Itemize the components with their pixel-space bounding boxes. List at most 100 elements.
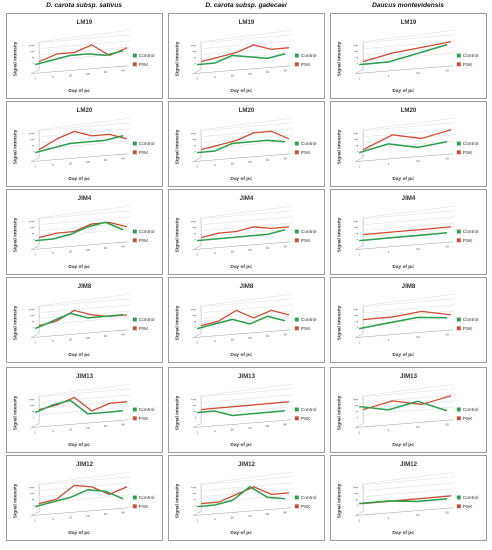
y-tick-label: ****: [29, 308, 35, 312]
grid-line: [203, 34, 293, 43]
x-tick-label: 1: [358, 76, 360, 80]
chart-panel-lm19: LM19 **** *** ** * Signal intensity 1 4 10 20 30 40…: [6, 13, 163, 99]
chart-panel-jim12: JIM12 **** *** ** * Signal intensity 1 4 10 20 30 4…: [168, 455, 325, 541]
legend-label-control: Control: [463, 53, 479, 59]
legend-swatch-psk: [132, 238, 137, 243]
grid-line: [365, 216, 455, 225]
y-axis-label: Signal intensity: [337, 305, 342, 340]
chart-grid: [41, 122, 131, 149]
chart-svg: JIM13**********Signal intensity141020Day…: [337, 373, 479, 448]
grid-line: [365, 140, 455, 149]
top-back-line: [201, 471, 293, 484]
grid-line: [365, 388, 455, 397]
x-tick-label: 4: [214, 251, 216, 255]
grid-line: [41, 298, 131, 307]
y-tick-label: *: [195, 327, 197, 331]
x-tick-label: 10: [231, 249, 235, 253]
legend-label-control: Control: [139, 141, 155, 147]
legend-swatch-psk: [132, 416, 137, 421]
y-tick-label: *: [195, 239, 197, 243]
x-tick-label: 30: [266, 334, 270, 338]
y-axis-label: Signal intensity: [337, 483, 342, 518]
chart-grid: [41, 388, 131, 415]
x-axis-label: Day of pc: [68, 88, 90, 94]
legend-swatch-control: [456, 495, 461, 500]
y-tick-label: ****: [29, 132, 35, 136]
depth-axis-line: [31, 423, 40, 428]
legend-label-psk: PSK: [139, 62, 150, 68]
top-back-line: [363, 117, 455, 130]
series-line-control: [197, 228, 286, 242]
depth-axis-line: [31, 511, 40, 516]
x-tick-label: 1: [34, 340, 36, 344]
series-line-control: [197, 485, 286, 508]
series-line-psk: [362, 41, 452, 63]
x-tick-label: 20: [86, 72, 90, 76]
x-tick-label: 40: [283, 511, 287, 515]
series-line-psk: [200, 130, 290, 151]
chart-svg: JIM4**********Signal intensity141020Day …: [337, 195, 479, 270]
grid-line: [41, 388, 131, 397]
legend-label-control: Control: [301, 53, 317, 59]
top-back-line: [201, 205, 293, 218]
x-axis-line: [31, 419, 129, 428]
column-header-sativus: D. carota subsp. sativus: [46, 2, 122, 9]
legend-swatch-control: [132, 229, 137, 234]
x-tick-label: 4: [214, 75, 216, 79]
y-tick-label: ****: [29, 44, 35, 48]
x-tick-label: 20: [445, 423, 449, 427]
x-tick-label: 40: [283, 157, 287, 161]
chart-title: JIM13: [76, 373, 94, 380]
y-axis-label: Signal intensity: [13, 129, 18, 164]
chart-legend: Control PSK: [456, 53, 479, 68]
grid-line: [365, 304, 455, 313]
x-tick-label: 40: [121, 245, 125, 249]
chart-panel-jim4: JIM4 **** *** ** * Signal intensity 1 4 10 20 Day …: [330, 189, 487, 275]
x-axis-line: [31, 507, 129, 516]
x-axis-label: Day of pc: [68, 264, 90, 270]
legend-swatch-control: [294, 141, 299, 146]
x-tick-label: 30: [266, 70, 270, 74]
chart-legend: Control PSK: [132, 495, 154, 510]
x-tick-label: 1: [358, 252, 360, 256]
x-tick-label: 10: [231, 515, 235, 519]
y-tick-label: *: [357, 239, 359, 243]
chart-title: LM19: [77, 19, 93, 26]
grid-line: [41, 128, 131, 137]
y-tick-label: ***: [354, 492, 359, 496]
x-axis-label: Day of pc: [392, 352, 414, 358]
x-axis-line: [355, 241, 453, 250]
grid-line: [203, 210, 293, 219]
legend-label-control: Control: [139, 229, 155, 235]
legend-swatch-psk: [294, 150, 299, 155]
x-axis-label: Day of pc: [68, 530, 90, 536]
x-tick-label: 40: [283, 69, 287, 73]
y-tick-label: ***: [192, 226, 197, 230]
series-line-control: [358, 140, 448, 154]
top-back-line: [39, 205, 131, 218]
legend-label-control: Control: [301, 141, 317, 147]
x-tick-label: 1: [196, 76, 198, 80]
grid-line: [365, 210, 455, 219]
legend-label-psk: PSK: [463, 326, 474, 332]
x-tick-label: 1: [34, 252, 36, 256]
y-tick-label: **: [32, 233, 35, 237]
x-tick-label: 30: [266, 158, 270, 162]
top-back-line: [363, 293, 455, 306]
grid-line: [41, 476, 131, 485]
x-axis-line: [355, 419, 453, 428]
chart-grid: [41, 210, 131, 237]
x-tick-label: 4: [52, 75, 54, 79]
chart-grid: [203, 122, 293, 149]
series-line-psk: [200, 309, 290, 327]
x-axis-label: Day of pc: [230, 530, 252, 536]
chart-panel-jim4: JIM4 **** *** ** * Signal intensity 1 4 10 20 30 40…: [6, 189, 163, 275]
legend-swatch-control: [132, 317, 137, 322]
legend-label-control: Control: [301, 317, 317, 323]
x-tick-label: 10: [69, 249, 73, 253]
legend-swatch-psk: [294, 238, 299, 243]
